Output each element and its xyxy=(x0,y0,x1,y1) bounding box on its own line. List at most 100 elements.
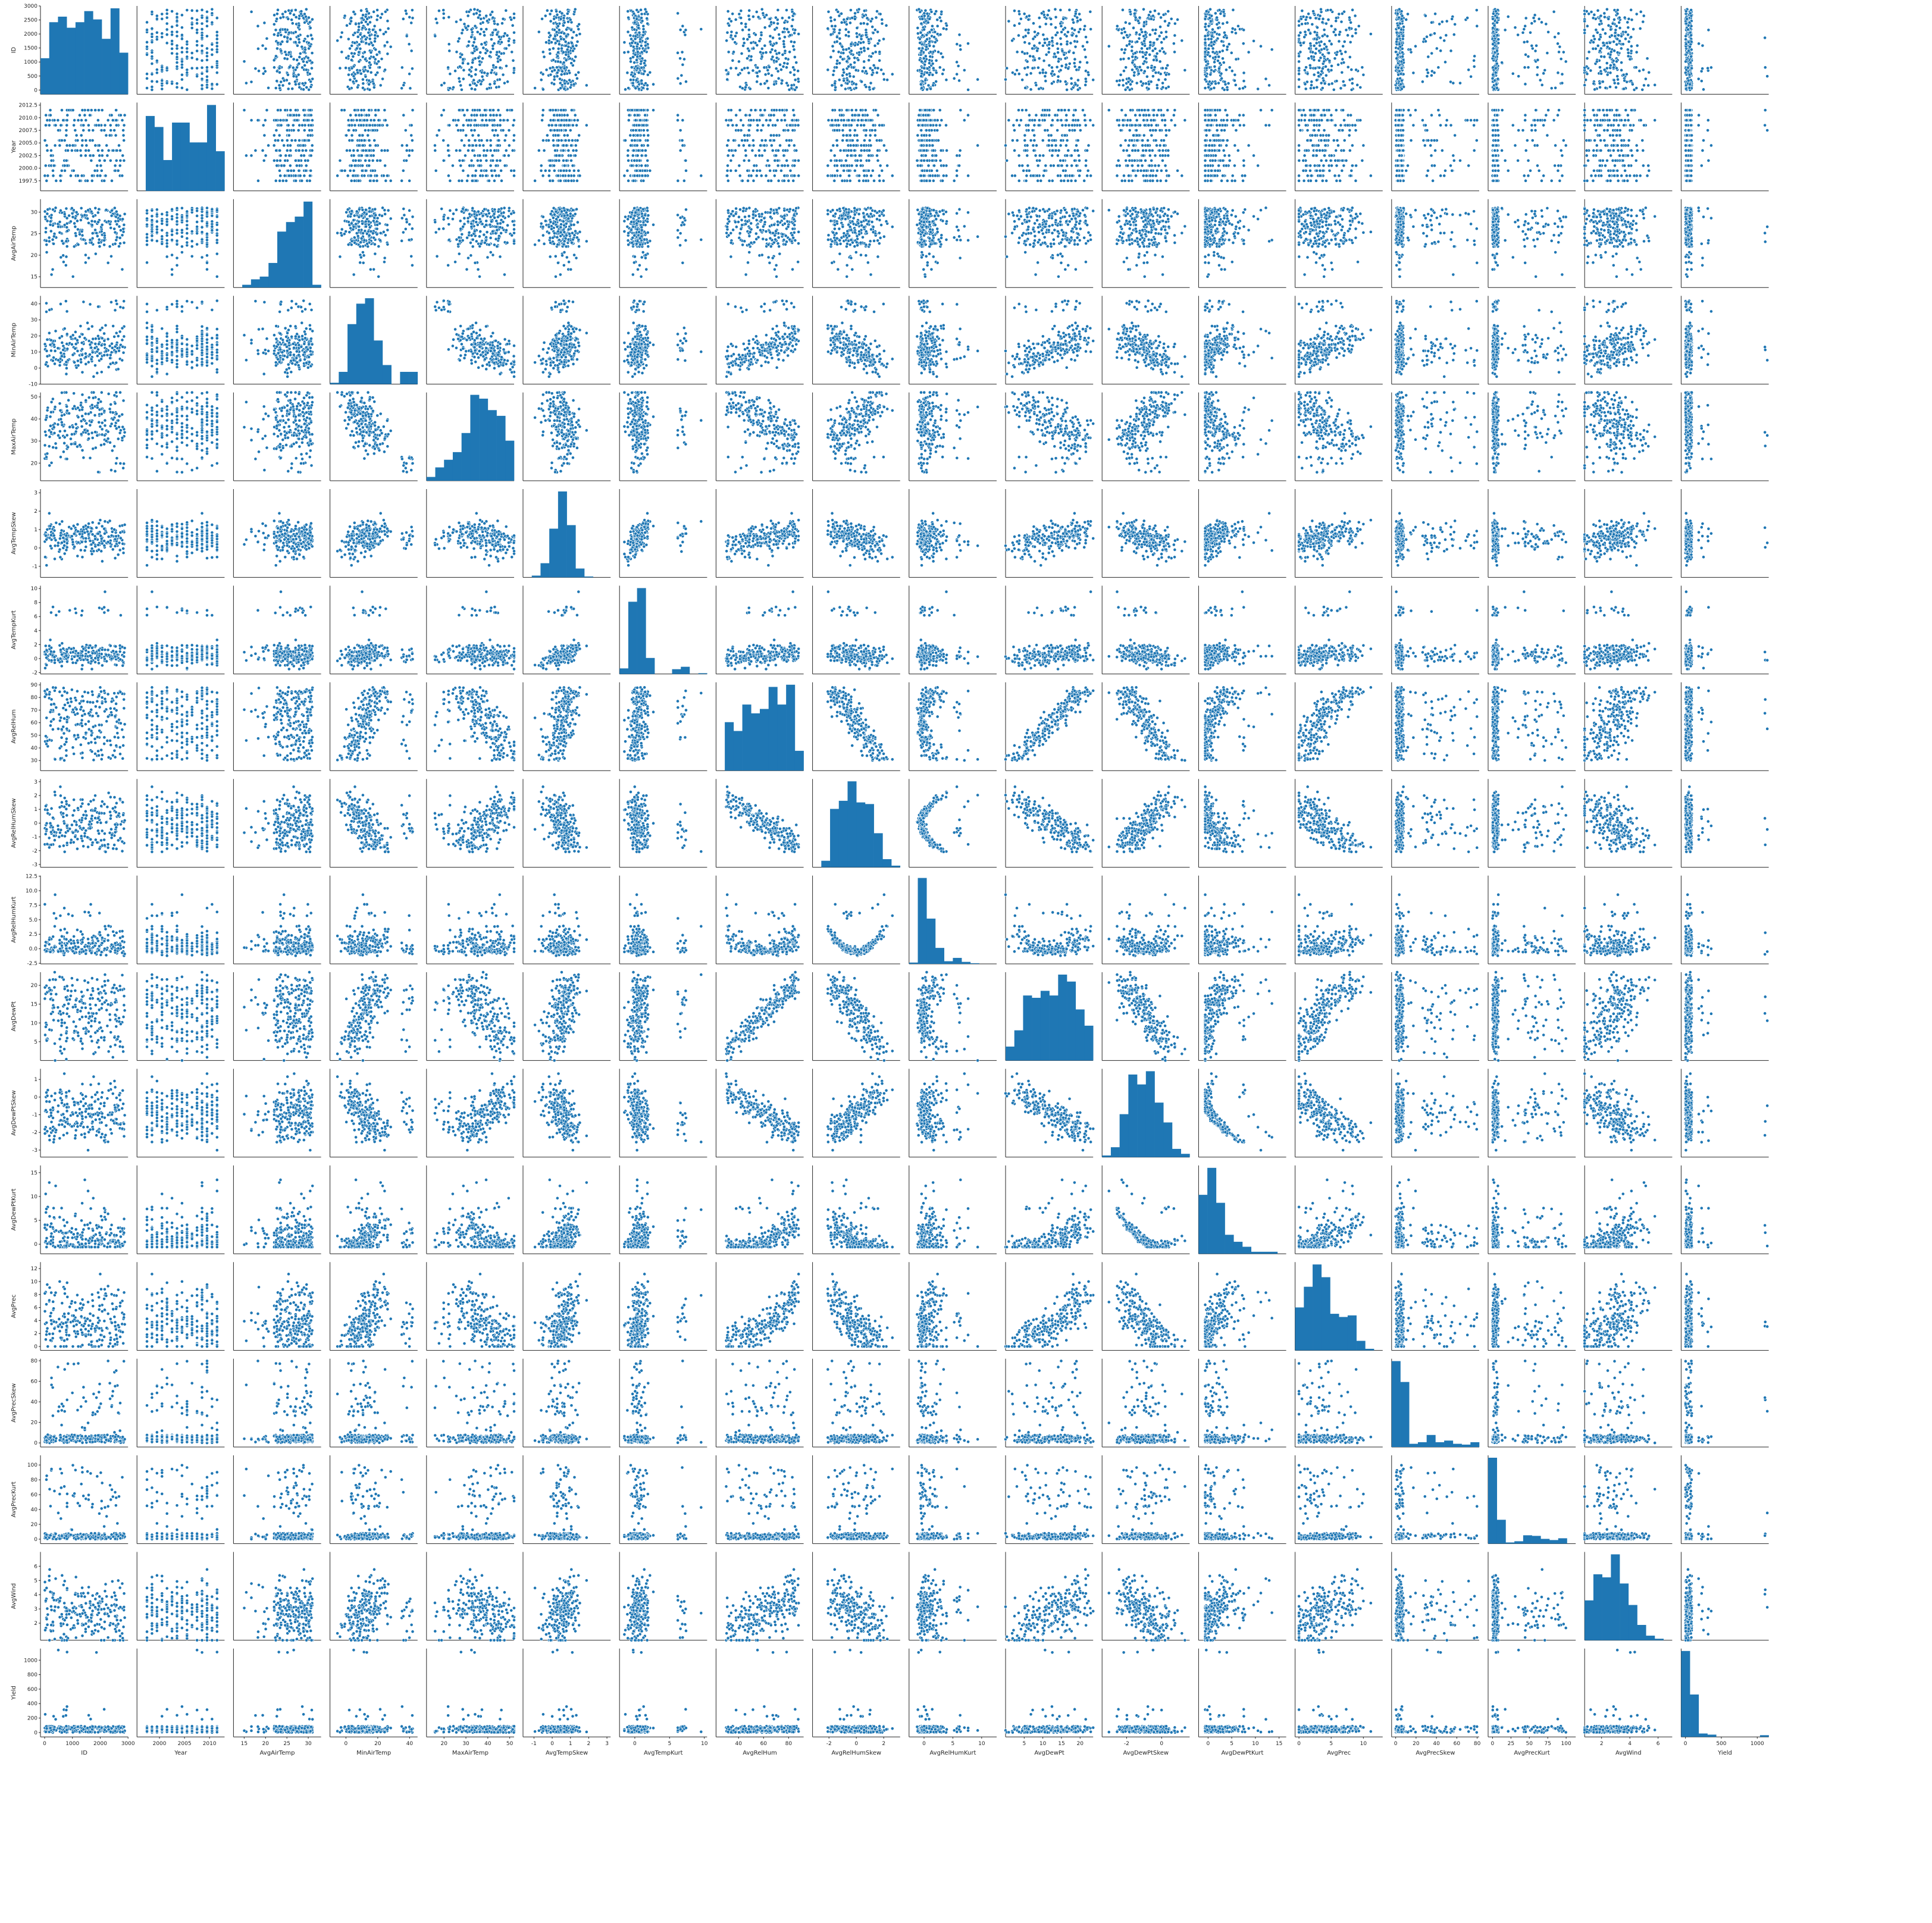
histogram-bar xyxy=(84,11,93,95)
scatter-point xyxy=(471,61,474,64)
scatter-point xyxy=(368,57,371,60)
scatter-point xyxy=(278,87,281,90)
scatter-point xyxy=(370,71,372,74)
scatter-point xyxy=(361,17,364,20)
scatter-point xyxy=(205,47,208,50)
scatter-point xyxy=(284,53,287,56)
scatter-point xyxy=(303,21,306,24)
scatter-point xyxy=(267,86,270,89)
scatter-point xyxy=(489,51,492,54)
scatter-point xyxy=(300,45,303,48)
scatter-point xyxy=(490,38,493,41)
scatter-point xyxy=(186,40,189,43)
scatter-point xyxy=(165,42,168,45)
scatter-point xyxy=(481,75,484,78)
scatter-point xyxy=(470,36,473,39)
panel-ID-vs-Year xyxy=(137,6,224,94)
scatter-point xyxy=(358,25,361,28)
scatter-point xyxy=(308,88,311,91)
scatter-point xyxy=(186,8,189,11)
scatter-point xyxy=(276,34,279,37)
scatter-point xyxy=(494,73,497,76)
scatter-point xyxy=(506,80,509,83)
scatter-point xyxy=(339,67,342,70)
scatter-point xyxy=(458,65,461,68)
scatter-point xyxy=(479,51,482,54)
scatter-point xyxy=(165,12,168,15)
scatter-point xyxy=(186,51,189,54)
scatter-point xyxy=(201,87,203,90)
scatter-point xyxy=(273,33,275,36)
scatter-point xyxy=(161,36,164,39)
scatter-point xyxy=(176,15,179,18)
scatter-point xyxy=(305,8,308,11)
scatter-point xyxy=(495,86,498,89)
scatter-point xyxy=(512,16,515,19)
scatter-point xyxy=(186,71,189,74)
scatter-point xyxy=(358,43,361,46)
scatter-point xyxy=(339,36,342,39)
scatter-point xyxy=(170,25,173,28)
scatter-point xyxy=(473,37,476,40)
scatter-point xyxy=(374,73,377,76)
histogram-bar xyxy=(119,53,128,95)
scatter-point xyxy=(297,35,300,37)
scatter-point xyxy=(170,33,173,36)
scatter-point xyxy=(474,57,477,60)
scatter-point xyxy=(400,66,403,69)
scatter-point xyxy=(292,75,295,78)
scatter-point xyxy=(364,65,367,68)
scatter-point xyxy=(494,66,497,69)
scatter-point xyxy=(180,46,183,49)
scatter-point xyxy=(283,79,286,82)
scatter-point xyxy=(434,35,437,37)
scatter-point xyxy=(273,66,275,69)
scatter-point xyxy=(161,79,164,82)
scatter-point xyxy=(278,84,281,87)
scatter-point xyxy=(408,15,411,18)
scatter-point xyxy=(483,41,486,44)
scatter-point xyxy=(459,18,462,21)
scatter-point xyxy=(311,61,314,64)
scatter-point xyxy=(360,21,363,24)
scatter-point xyxy=(352,80,355,83)
scatter-point xyxy=(275,12,278,15)
scatter-point xyxy=(211,53,214,56)
scatter-point xyxy=(145,40,148,43)
y-tick-label: 2000 xyxy=(24,32,37,37)
panel-ID-vs-ID: 050010001500200025003000ID xyxy=(11,4,129,94)
scatter-point xyxy=(354,23,357,26)
scatter-point xyxy=(275,17,278,20)
scatter-point xyxy=(145,73,148,76)
scatter-point xyxy=(205,16,208,19)
scatter-point xyxy=(402,17,405,20)
scatter-point xyxy=(165,28,168,31)
scatter-point xyxy=(362,70,365,73)
panel-ID-vs-MaxAirTemp xyxy=(427,6,516,94)
y-tick-label: 3000 xyxy=(24,4,37,10)
scatter-point xyxy=(462,68,465,71)
scatter-point xyxy=(261,44,264,47)
scatter-point xyxy=(190,52,193,55)
scatter-point xyxy=(196,67,199,70)
histogram-bar xyxy=(67,28,76,95)
scatter-point xyxy=(278,67,281,70)
scatter-point xyxy=(382,33,385,36)
scatter-point xyxy=(353,52,356,55)
scatter-point xyxy=(170,39,173,42)
scatter-point xyxy=(196,49,199,52)
scatter-point xyxy=(201,66,203,69)
scatter-point xyxy=(151,80,154,83)
scatter-point xyxy=(468,40,471,43)
scatter-point xyxy=(281,84,284,87)
scatter-point xyxy=(287,51,290,54)
scatter-point xyxy=(489,83,491,86)
scatter-point xyxy=(280,49,283,52)
scatter-point xyxy=(256,47,259,50)
scatter-point xyxy=(205,35,208,37)
scatter-point xyxy=(470,28,473,31)
scatter-point xyxy=(180,78,183,81)
scatter-point xyxy=(306,35,309,37)
scatter-point xyxy=(411,8,414,11)
scatter-point xyxy=(379,16,382,19)
